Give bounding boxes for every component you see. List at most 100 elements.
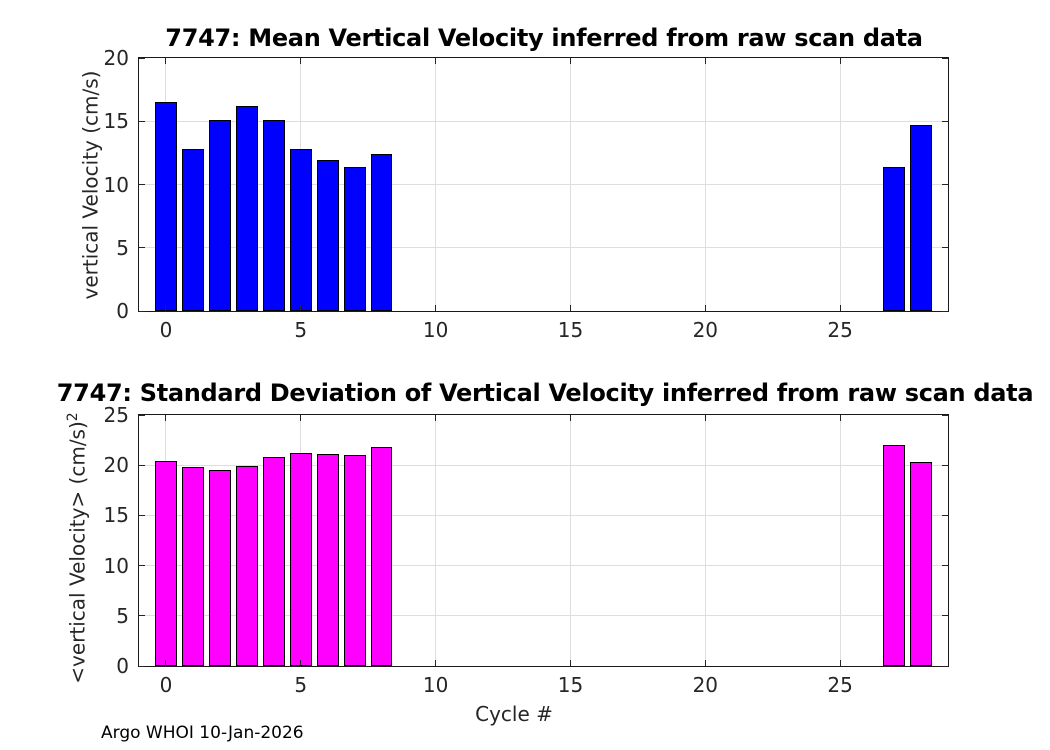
- x-tick-mark-mirror: [704, 58, 706, 64]
- y-tick-mark: [139, 615, 145, 617]
- y-tick-mark-mirror: [942, 514, 948, 516]
- x-tick-label: 25: [827, 318, 853, 342]
- y-tick-mark: [139, 310, 145, 312]
- gridline-horizontal: [139, 514, 948, 516]
- y-axis-label-text: <vertical Velocity> (cm/s): [65, 421, 90, 684]
- bar-cycle-28: [910, 125, 932, 311]
- mean-chart-title: 7747: Mean Vertical Velocity inferred fr…: [165, 24, 923, 52]
- std-chart-y-axis-label: <vertical Velocity> (cm/s)2: [60, 348, 90, 748]
- x-tick-mark-mirror: [435, 415, 437, 421]
- x-tick-mark-mirror: [704, 415, 706, 421]
- y-tick-mark-mirror: [942, 464, 948, 466]
- y-tick-label: 25: [103, 403, 129, 427]
- x-tick-label: 5: [294, 318, 308, 342]
- y-axis-label-text: vertical Velocity (cm/s): [78, 70, 103, 300]
- y-tick-label: 20: [103, 453, 129, 478]
- x-tick-mark: [165, 660, 167, 666]
- plot-area-std-vertical-velocity: 0 5 10 15 20 25 0 5 10 15 20 25: [104, 405, 949, 697]
- y-tick-label: 15: [103, 503, 129, 528]
- bar-cycle-3: [236, 466, 258, 666]
- x-tick-mark: [435, 660, 437, 666]
- bar-cycle-5: [290, 149, 312, 311]
- bar-cycle-8: [370, 154, 393, 311]
- x-tick-label: 10: [422, 318, 449, 342]
- y-tick-mark: [139, 414, 145, 416]
- x-tick-mark: [569, 305, 571, 311]
- x-tick-mark-mirror: [300, 415, 302, 421]
- gridline-vertical: [839, 415, 841, 666]
- x-tick-mark-mirror: [569, 58, 571, 64]
- y-tick-label: 15: [103, 109, 129, 134]
- x-tick-label: 15: [557, 673, 584, 697]
- x-tick-mark: [300, 660, 302, 666]
- bar-cycle-0: [155, 461, 177, 666]
- x-tick-mark: [839, 305, 841, 311]
- plot-area-mean-vertical-velocity: 0 5 10 15 20 25 0 5 10 15 20: [104, 48, 949, 342]
- y-tick-mark: [139, 665, 145, 667]
- y-tick-label: 5: [116, 235, 129, 260]
- x-tick-mark-mirror: [300, 58, 302, 64]
- bar-cycle-4: [263, 119, 285, 311]
- gridline-horizontal: [139, 615, 948, 617]
- x-tick-mark: [839, 660, 841, 666]
- x-tick-mark: [704, 305, 706, 311]
- y-axis-label-superscript: 2: [65, 412, 81, 422]
- gridline-horizontal: [139, 247, 948, 249]
- y-tick-mark-mirror: [942, 247, 948, 249]
- x-tick-label: 5: [294, 673, 308, 697]
- y-tick-label: 10: [103, 172, 129, 197]
- bar-cycle-1: [182, 149, 204, 311]
- bar-cycle-5: [290, 453, 312, 666]
- x-tick-mark: [435, 305, 437, 311]
- y-tick-mark-mirror: [942, 57, 948, 59]
- x-tick-label: 20: [692, 318, 719, 342]
- x-tick-mark-mirror: [839, 58, 841, 64]
- gridline-vertical: [704, 415, 706, 666]
- y-tick-mark: [139, 565, 145, 567]
- bar-cycle-7: [343, 455, 366, 666]
- x-tick-mark: [165, 305, 167, 311]
- x-tick-mark: [300, 305, 302, 311]
- y-tick-mark: [139, 57, 145, 59]
- bar-cycle-6: [316, 454, 339, 666]
- x-tick-mark-mirror: [569, 415, 571, 421]
- y-tick-mark: [139, 464, 145, 466]
- y-tick-mark-mirror: [942, 414, 948, 416]
- x-tick-label: 0: [159, 673, 173, 697]
- x-tick-label: 0: [159, 318, 173, 342]
- x-tick-mark: [704, 660, 706, 666]
- x-axis-label: Cycle #: [475, 702, 553, 726]
- bar-cycle-1: [182, 467, 204, 666]
- watermark-text: Argo WHOI 10-Jan-2026: [101, 723, 304, 743]
- y-tick-label: 10: [103, 553, 129, 578]
- x-tick-mark-mirror: [165, 415, 167, 421]
- y-tick-mark-mirror: [942, 565, 948, 567]
- x-tick-label: 20: [692, 673, 719, 697]
- x-tick-label: 25: [827, 673, 853, 697]
- bar-cycle-3: [236, 106, 258, 311]
- x-tick-mark-mirror: [839, 415, 841, 421]
- bar-cycle-2: [209, 470, 231, 666]
- gridline-horizontal: [139, 565, 948, 567]
- bar-cycle-0: [155, 102, 177, 311]
- x-tick-label: 15: [557, 318, 584, 342]
- y-tick-mark-mirror: [942, 120, 948, 122]
- x-tick-label: 10: [422, 673, 449, 697]
- y-tick-label: 5: [116, 603, 129, 628]
- y-tick-mark-mirror: [942, 184, 948, 185]
- std-chart-title: 7747: Standard Deviation of Vertical Vel…: [56, 379, 1034, 407]
- y-tick-label: 0: [116, 299, 129, 323]
- y-tick-label: 20: [103, 46, 129, 70]
- y-tick-mark: [139, 514, 145, 516]
- bar-cycle-6: [316, 160, 339, 311]
- bar-cycle-28: [910, 462, 932, 666]
- gridline-vertical: [435, 415, 437, 666]
- x-tick-mark-mirror: [435, 58, 437, 64]
- y-tick-mark-mirror: [942, 310, 948, 312]
- y-tick-mark-mirror: [942, 615, 948, 617]
- y-tick-label: 0: [116, 654, 129, 678]
- bar-cycle-4: [263, 457, 285, 666]
- gridline-horizontal: [139, 120, 948, 122]
- bar-cycle-27: [883, 166, 905, 311]
